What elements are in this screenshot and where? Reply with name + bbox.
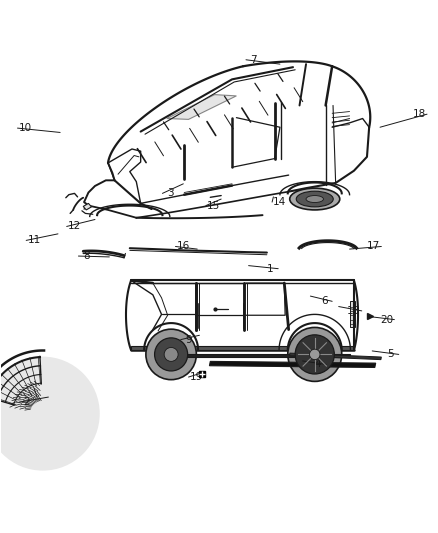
- Text: 5: 5: [388, 350, 394, 359]
- Text: 13: 13: [347, 306, 360, 316]
- Text: 3: 3: [167, 188, 173, 198]
- Ellipse shape: [296, 191, 333, 207]
- Text: 15: 15: [207, 200, 220, 211]
- Text: 7: 7: [251, 55, 257, 65]
- Text: 19: 19: [190, 372, 203, 382]
- Text: 20: 20: [380, 314, 393, 325]
- Polygon shape: [290, 353, 381, 360]
- Circle shape: [288, 327, 342, 382]
- Circle shape: [164, 348, 178, 361]
- Text: 4: 4: [315, 359, 321, 369]
- Text: 10: 10: [19, 123, 32, 133]
- Ellipse shape: [290, 188, 340, 210]
- Text: 18: 18: [413, 109, 426, 119]
- Polygon shape: [131, 346, 354, 350]
- Polygon shape: [350, 301, 355, 327]
- Circle shape: [0, 357, 100, 471]
- Circle shape: [155, 338, 187, 371]
- Circle shape: [146, 329, 196, 379]
- Text: 11: 11: [28, 236, 41, 245]
- Text: 16: 16: [177, 241, 190, 252]
- Circle shape: [295, 335, 334, 374]
- Circle shape: [310, 349, 320, 360]
- Text: 1: 1: [267, 264, 274, 273]
- Text: 2: 2: [23, 397, 30, 407]
- Text: 17: 17: [367, 241, 380, 252]
- Text: 6: 6: [321, 296, 328, 306]
- Text: 14: 14: [273, 197, 286, 207]
- Polygon shape: [83, 204, 92, 210]
- Polygon shape: [162, 353, 350, 357]
- Polygon shape: [209, 361, 376, 367]
- Text: 9: 9: [185, 335, 192, 345]
- Text: 8: 8: [83, 251, 89, 261]
- Polygon shape: [167, 94, 237, 119]
- Text: 12: 12: [68, 221, 81, 231]
- Ellipse shape: [306, 196, 323, 203]
